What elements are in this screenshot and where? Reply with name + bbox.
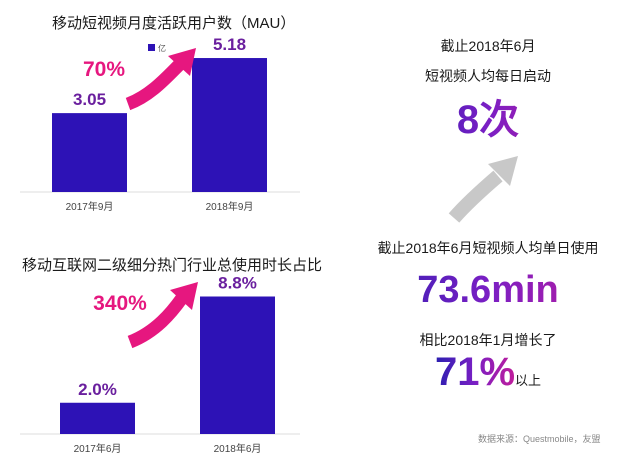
- chart2-tick-label-0: 2017年6月: [74, 442, 122, 455]
- usage-label: 截止2018年6月短视频人均单日使用: [377, 240, 599, 256]
- chart1-bar-1: [192, 58, 267, 192]
- chart2-growth-arrow: [127, 282, 198, 349]
- chart1-growth-label: 70%: [83, 58, 125, 81]
- chart2-bar-0: [60, 402, 135, 434]
- launch-label-line2: 短视频人均每日启动: [425, 68, 551, 84]
- chart2-value-label-0: 2.0%: [78, 380, 117, 399]
- source-note: 数据来源：Questmobile，友盟: [478, 434, 601, 444]
- gray-arrow-icon: [448, 156, 518, 223]
- chart2-value-label-1: 8.8%: [218, 274, 257, 293]
- usage-value: 73.6min: [352, 266, 624, 314]
- growth-compare-suffix: 以上: [515, 373, 542, 388]
- chart1-title: 移动短视频月度活跃用户数（MAU）: [52, 15, 296, 32]
- launch-label-line1: 截止2018年6月: [440, 38, 536, 54]
- launch-value: 8次: [388, 96, 588, 144]
- chart1-tick-label-1: 2018年9月: [206, 200, 254, 213]
- chart1-value-label-1: 5.18: [213, 35, 246, 54]
- growth-compare-value: 71%: [434, 350, 516, 394]
- chart1-legend-label: 亿: [158, 43, 166, 53]
- chart2: 2.0% 2017年6月 8.8% 2018年6月 340%: [20, 274, 300, 455]
- chart2-title: 移动互联网二级细分热门行业总使用时长占比: [22, 257, 323, 274]
- chart1-legend-swatch: [148, 44, 155, 51]
- chart2-tick-label-1: 2018年6月: [214, 442, 262, 455]
- chart1-tick-label-0: 2017年9月: [66, 200, 114, 213]
- chart1: 亿 3.05 2017年9月 5.18 2018年9月 70%: [20, 35, 300, 213]
- growth-compare-row: 71%以上: [352, 350, 624, 395]
- chart1-value-label-0: 3.05: [73, 90, 106, 109]
- chart1-growth-arrow: [125, 48, 196, 111]
- chart2-bar-1: [200, 296, 275, 434]
- chart2-growth-label: 340%: [93, 292, 147, 315]
- growth-compare-label: 相比2018年1月增长了: [419, 332, 557, 348]
- chart1-bar-0: [52, 113, 127, 192]
